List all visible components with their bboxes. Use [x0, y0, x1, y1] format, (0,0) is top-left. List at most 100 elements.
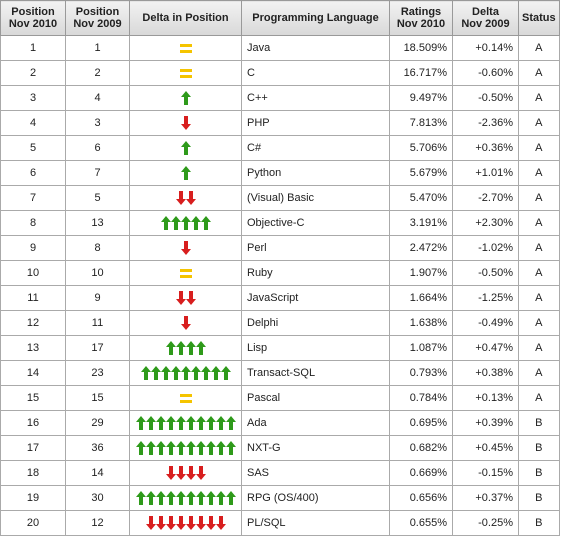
delta-icons-cell	[129, 210, 242, 236]
delta-icons-cell	[129, 435, 242, 461]
delta-icon	[180, 316, 191, 330]
rating-cell: 1.907%	[389, 260, 453, 286]
status-cell: B	[518, 410, 560, 436]
delta-icon	[165, 466, 206, 480]
status-cell: B	[518, 460, 560, 486]
up-arrow	[170, 366, 181, 380]
language-cell: Java	[241, 35, 390, 61]
rating-cell: 1.638%	[389, 310, 453, 336]
header-text: Delta	[472, 6, 499, 18]
delta-cell: -2.36%	[452, 110, 519, 136]
down-arrow	[175, 291, 186, 305]
up-arrow	[215, 416, 226, 430]
language-cell: Delphi	[241, 310, 390, 336]
up-arrow	[190, 366, 201, 380]
position-2010-cell: 17	[0, 435, 66, 461]
delta-icon	[140, 366, 231, 380]
status-cell: A	[518, 85, 560, 111]
position-2009-cell: 1	[65, 35, 130, 61]
table-row: 2 2 C 16.717% -0.60% A	[0, 60, 560, 86]
delta-cell: -1.02%	[452, 235, 519, 261]
table-row: 3 4 C++ 9.497% -0.50% A	[0, 85, 560, 111]
delta-icon	[135, 441, 236, 455]
up-arrow	[225, 491, 236, 505]
up-arrow	[170, 216, 181, 230]
down-arrow	[185, 466, 196, 480]
down-arrow	[155, 516, 166, 530]
position-2010-cell: 13	[0, 335, 66, 361]
position-2009-cell: 14	[65, 460, 130, 486]
header-text: Nov 2010	[8, 18, 58, 30]
delta-icons-cell	[129, 260, 242, 286]
up-arrow	[185, 416, 196, 430]
position-2009-cell: 2	[65, 60, 130, 86]
up-arrow	[210, 366, 221, 380]
status-cell: A	[518, 35, 560, 61]
delta-cell: +0.39%	[452, 410, 519, 436]
status-cell: A	[518, 285, 560, 311]
language-cell: C++	[241, 85, 390, 111]
up-arrow	[165, 341, 176, 355]
header-text: Ratings	[400, 6, 442, 18]
position-2010-cell: 11	[0, 285, 66, 311]
language-cell: Ada	[241, 410, 390, 436]
table-row: 16 29 Ada 0.695% +0.39% B	[0, 410, 560, 436]
position-2010-cell: 1	[0, 35, 66, 61]
down-arrow	[175, 516, 186, 530]
position-2010-cell: 19	[0, 485, 66, 511]
column-header: Position Nov 2010	[0, 0, 66, 36]
status-cell: A	[518, 185, 560, 211]
up-arrow	[185, 441, 196, 455]
position-2009-cell: 17	[65, 335, 130, 361]
tiobe-table: Position Nov 2010 Position Nov 2009 Delta in…	[0, 0, 560, 536]
up-arrow	[150, 366, 161, 380]
delta-cell: -0.50%	[452, 260, 519, 286]
language-cell: C	[241, 60, 390, 86]
position-2009-cell: 10	[65, 260, 130, 286]
delta-icon	[179, 44, 192, 53]
delta-icons-cell	[129, 285, 242, 311]
column-header: Programming Language	[241, 0, 390, 36]
up-arrow	[180, 216, 191, 230]
rating-cell: 18.509%	[389, 35, 453, 61]
status-cell: A	[518, 310, 560, 336]
position-2009-cell: 30	[65, 485, 130, 511]
up-arrow	[175, 341, 186, 355]
table-row: 13 17 Lisp 1.087% +0.47% A	[0, 335, 560, 361]
column-header: Position Nov 2009	[65, 0, 130, 36]
delta-cell: +0.47%	[452, 335, 519, 361]
up-arrow	[140, 366, 151, 380]
up-arrow	[165, 491, 176, 505]
delta-icon	[145, 516, 226, 530]
up-arrow	[215, 441, 226, 455]
up-arrow	[175, 491, 186, 505]
up-arrow	[220, 366, 231, 380]
position-2010-cell: 20	[0, 510, 66, 536]
rating-cell: 0.695%	[389, 410, 453, 436]
down-arrow	[180, 116, 191, 130]
up-arrow	[145, 491, 156, 505]
delta-icons-cell	[129, 185, 242, 211]
language-cell: PHP	[241, 110, 390, 136]
table-row: 10 10 Ruby 1.907% -0.50% A	[0, 260, 560, 286]
position-2010-cell: 6	[0, 160, 66, 186]
up-arrow	[180, 141, 191, 155]
equal-bar	[179, 44, 192, 47]
rating-cell: 2.472%	[389, 235, 453, 261]
header-text: Nov 2009	[461, 18, 510, 30]
rating-cell: 0.669%	[389, 460, 453, 486]
up-arrow	[195, 416, 206, 430]
language-cell: Transact-SQL	[241, 360, 390, 386]
position-2009-cell: 7	[65, 160, 130, 186]
table-row: 9 8 Perl 2.472% -1.02% A	[0, 235, 560, 261]
rating-cell: 0.655%	[389, 510, 453, 536]
delta-cell: +0.36%	[452, 135, 519, 161]
delta-icons-cell	[129, 135, 242, 161]
up-arrow	[160, 366, 171, 380]
down-arrow	[195, 516, 206, 530]
position-2009-cell: 9	[65, 285, 130, 311]
delta-cell: +0.37%	[452, 485, 519, 511]
table-row: 7 5 (Visual) Basic 5.470% -2.70% A	[0, 185, 560, 211]
up-arrow	[200, 366, 211, 380]
